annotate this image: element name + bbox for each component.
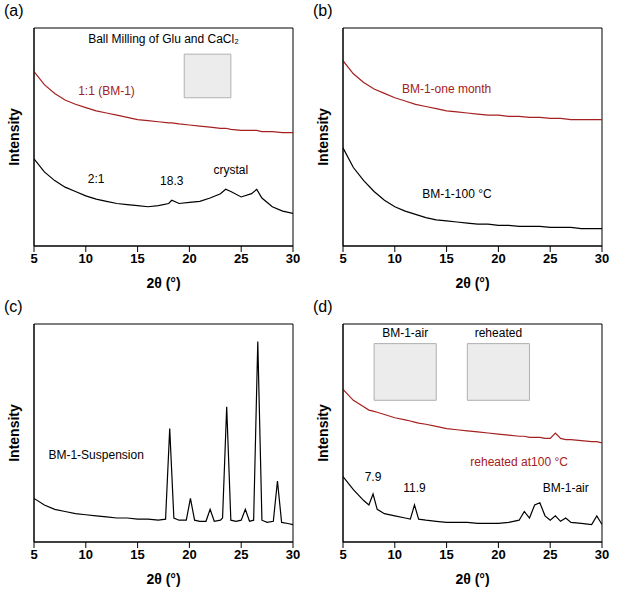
svg-text:2θ (°): 2θ (°) [455,275,489,291]
svg-text:15: 15 [130,251,144,266]
svg-text:2:1: 2:1 [88,172,105,186]
html-text:(d): (d) [313,298,333,315]
svg-text:30: 30 [595,547,609,562]
svg-text:2θ (°): 2θ (°) [146,275,180,291]
svg-text:Ball Milling of Glu and CaCl₂: Ball Milling of Glu and CaCl₂ [88,32,239,46]
svg-text:10: 10 [388,547,402,562]
svg-text:5: 5 [339,547,346,562]
html-text:(c): (c) [4,298,23,315]
svg-text:5: 5 [30,251,37,266]
svg-text:25: 25 [234,251,248,266]
svg-text:10: 10 [79,251,93,266]
svg-text:Intensity: Intensity [315,108,331,166]
svg-text:2θ (°): 2θ (°) [455,571,489,587]
svg-text:20: 20 [182,547,196,562]
svg-text:18.3: 18.3 [160,174,184,188]
svg-text:25: 25 [543,547,557,562]
svg-text:30: 30 [286,251,300,266]
html-text:(b): (b) [313,2,333,19]
svg-text:11.9: 11.9 [403,481,426,495]
svg-text:15: 15 [439,251,453,266]
svg-text:7.9: 7.9 [365,470,382,484]
svg-text:1:1 (BM-1): 1:1 (BM-1) [78,84,135,98]
svg-text:20: 20 [182,251,196,266]
svg-text:crystal: crystal [214,163,249,177]
svg-text:BM-1-one month: BM-1-one month [402,82,491,96]
svg-text:30: 30 [595,251,609,266]
svg-text:BM-1-Suspension: BM-1-Suspension [48,448,143,462]
svg-text:BM-1-air: BM-1-air [382,326,428,340]
svg-text:25: 25 [234,547,248,562]
svg-text:5: 5 [30,547,37,562]
svg-text:20: 20 [491,547,505,562]
svg-text:25: 25 [543,251,557,266]
svg-text:30: 30 [286,547,300,562]
svg-text:Intensity: Intensity [6,108,22,166]
svg-text:Intensity: Intensity [315,404,331,462]
svg-text:reheated: reheated [475,326,522,340]
svg-text:2θ (°): 2θ (°) [146,571,180,587]
svg-text:10: 10 [388,251,402,266]
svg-text:BM-1-air: BM-1-air [543,481,589,495]
svg-text:BM-1-100 °C: BM-1-100 °C [422,187,492,201]
svg-text:15: 15 [130,547,144,562]
svg-text:reheated at100 °C: reheated at100 °C [470,455,568,469]
svg-text:15: 15 [439,547,453,562]
svg-text:20: 20 [491,251,505,266]
svg-text:5: 5 [339,251,346,266]
svg-text:Intensity: Intensity [6,404,22,462]
svg-text:10: 10 [79,547,93,562]
html-text:(a): (a) [4,2,24,19]
